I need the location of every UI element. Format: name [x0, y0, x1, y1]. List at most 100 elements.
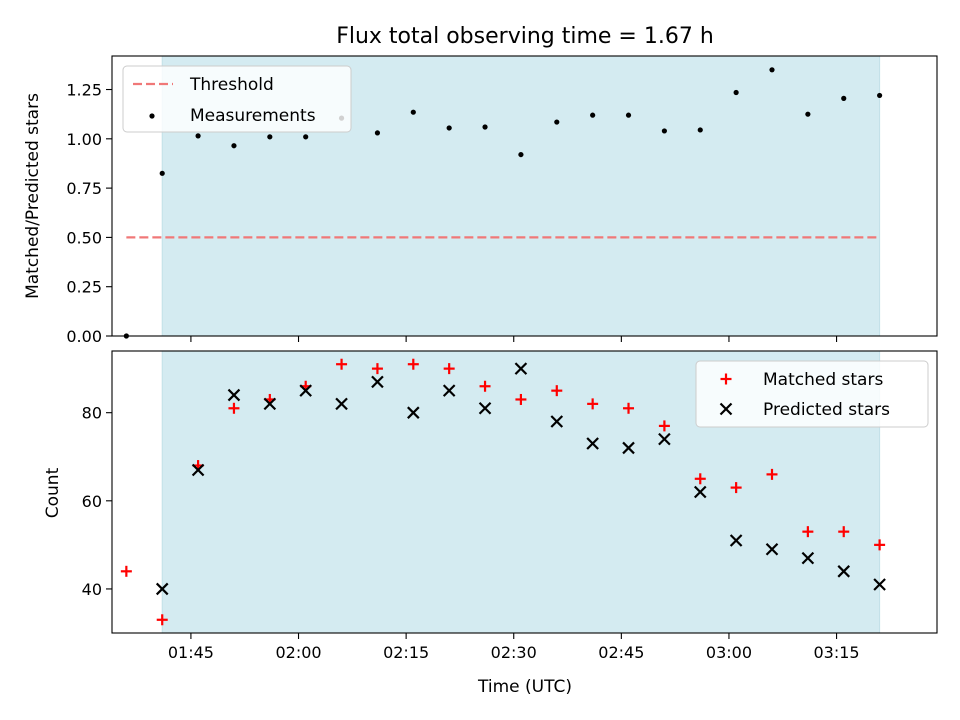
- ratio-y-tick-label: 1.00: [66, 130, 102, 149]
- predicted-stars-point-b: [335, 397, 348, 411]
- predicted-stars-point-b: [658, 432, 671, 446]
- measurement-point: [554, 119, 560, 125]
- ratio-axes-frame: [111, 55, 938, 337]
- ratio-y-tick-label: 0.50: [66, 228, 102, 247]
- measurement-point: [841, 95, 847, 101]
- measurement-point: [231, 143, 237, 149]
- predicted-stars-point: [335, 397, 348, 411]
- matched-stars-point: [802, 526, 814, 538]
- matched-stars-point: [838, 526, 850, 538]
- x-tick-label: 02:15: [383, 643, 429, 662]
- matched-stars-point: [515, 393, 527, 405]
- predicted-stars-point: [801, 551, 815, 565]
- measurement-point: [661, 128, 667, 134]
- matched-stars-point: [874, 539, 886, 551]
- legend-predicted-label: Predicted stars: [763, 400, 890, 420]
- ratio-legend: Threshold Measurements: [122, 65, 352, 133]
- legend-measurements-swatch: [149, 113, 155, 119]
- ratio-y-tick-label: 0.75: [66, 179, 102, 198]
- count-legend: Matched stars Predicted stars: [695, 360, 929, 428]
- legend-box: [695, 360, 929, 428]
- predicted-stars-point-b: [765, 543, 779, 556]
- predicted-stars-point: [837, 565, 851, 578]
- predicted-stars-point-b: [514, 362, 528, 375]
- legend-matched-label: Matched stars: [763, 370, 883, 390]
- predicted-stars-point-b: [586, 437, 599, 450]
- matched-stars-point: [587, 398, 599, 410]
- matched-stars-point: [694, 473, 706, 485]
- predicted-stars-point-b: [478, 402, 492, 415]
- measurement-point: [590, 112, 596, 118]
- matched-stars-point: [407, 358, 419, 370]
- measurement-point: [625, 112, 632, 118]
- predicted-stars-point-b: [837, 565, 851, 578]
- count-y-tick-label: 60: [82, 492, 102, 511]
- legend-measurements-label: Measurements: [190, 106, 316, 126]
- count-y-tick-label: 40: [82, 580, 102, 599]
- predicted-stars-point: [227, 388, 241, 402]
- predicted-stars-point: [478, 402, 492, 415]
- matched-stars-point: [228, 402, 240, 414]
- x-tick-label: 01:45: [168, 643, 214, 662]
- predicted-stars-point-b: [155, 582, 169, 596]
- matched-stars-point: [443, 363, 455, 375]
- predicted-stars-point: [658, 432, 671, 446]
- count-axes-frame: [111, 350, 938, 634]
- predicted-stars-point-b: [873, 578, 886, 591]
- measurement-point: [374, 130, 381, 136]
- legend-predicted-swatch: [719, 402, 733, 416]
- matched-stars-point: [551, 385, 563, 397]
- chart-title: Flux total observing time = 1.67 h: [336, 24, 714, 49]
- predicted-stars-point-b: [801, 551, 815, 565]
- predicted-stars-point-b: [227, 388, 241, 402]
- measurement-point: [877, 92, 883, 99]
- predicted-stars-point-b: [693, 485, 707, 499]
- predicted-stars-point-b: [729, 534, 743, 547]
- matched-stars-point: [336, 358, 348, 370]
- predicted-stars-point: [407, 406, 420, 419]
- predicted-stars-point: [442, 384, 456, 397]
- measurement-point: [303, 134, 309, 140]
- predicted-stars-point-b: [371, 375, 384, 389]
- predicted-stars-point-b: [263, 397, 277, 411]
- predicted-stars-point: [299, 384, 312, 397]
- x-tick-label: 03:15: [814, 643, 860, 662]
- predicted-stars-point: [622, 441, 635, 455]
- matched-stars-point: [658, 420, 670, 432]
- predicted-stars-point: [550, 415, 564, 428]
- predicted-stars-point: [263, 397, 277, 411]
- matched-stars-point: [730, 482, 742, 494]
- count-panel: 40 60 80 01:45 02:00 02:15 02:30 02:45 03:00 03:1…: [82, 350, 938, 662]
- ratio-y-tick-label: 0.00: [66, 327, 102, 346]
- predicted-stars-point-b: [299, 384, 312, 397]
- predicted-stars-point-b: [550, 415, 564, 428]
- predicted-stars-point-b: [442, 384, 456, 397]
- measurement-point: [267, 134, 273, 140]
- predicted-stars-point: [155, 582, 169, 596]
- predicted-stars-point: [514, 362, 528, 375]
- predicted-stars-point: [586, 437, 599, 450]
- predicted-stars-point-b: [407, 406, 420, 419]
- x-tick-label: 02:30: [491, 643, 537, 662]
- predicted-stars-point: [873, 578, 886, 591]
- x-tick-label: 03:00: [706, 643, 752, 662]
- measurement-point: [769, 67, 775, 73]
- count-y-axis-label: Count: [43, 467, 63, 518]
- measurement-point: [410, 109, 416, 115]
- measurement-point: [697, 127, 703, 133]
- measurement-point: [482, 124, 488, 130]
- matched-stars-point: [371, 363, 383, 375]
- legend-predicted-swatch-b: [719, 402, 733, 416]
- predicted-stars-point: [765, 543, 779, 556]
- predicted-stars-point-b: [191, 463, 205, 477]
- predicted-stars-point-b: [622, 441, 635, 455]
- x-tick-label: 02:00: [275, 643, 321, 662]
- measurement-point: [805, 111, 811, 117]
- x-tick-label: 02:45: [598, 643, 644, 662]
- x-axis-label: Time (UTC): [477, 677, 572, 697]
- matched-stars-point: [766, 468, 778, 480]
- ratio-y-axis-label: Matched/Predicted stars: [23, 93, 43, 299]
- count-y-tick-label: 80: [82, 404, 102, 423]
- predicted-stars-point: [729, 534, 743, 547]
